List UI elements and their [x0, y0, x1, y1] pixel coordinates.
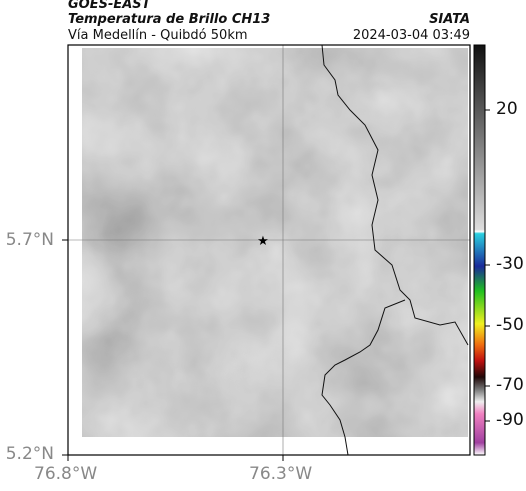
- title: Temperatura de Brillo CH13: [68, 12, 271, 27]
- coast-line: [321, 299, 406, 456]
- colorbar-label: -50: [496, 315, 524, 335]
- lon-label: 76.3°W: [249, 464, 313, 484]
- border-line: [321, 44, 469, 346]
- colorbar-label: 20: [496, 99, 518, 119]
- colorbar-label: -90: [496, 410, 524, 430]
- agency: SIATA: [429, 12, 470, 27]
- colorbar-label: -30: [496, 254, 524, 274]
- subtitle: Vía Medellín - Quibdó 50km: [68, 28, 248, 43]
- colorbar: [473, 44, 486, 456]
- timestamp: 2024-03-04 03:49: [352, 28, 470, 43]
- lon-label: 76.8°W: [34, 464, 98, 484]
- map-frame: [67, 44, 471, 456]
- lat-label: 5.7°N: [5, 230, 54, 250]
- lat-label: 5.2°N: [5, 444, 54, 464]
- colorbar-ticks: [485, 109, 490, 422]
- colorbar-label: -70: [496, 375, 524, 395]
- cloud-texture: [82, 48, 468, 437]
- source: GOES-EAST: [68, 0, 151, 12]
- location-star: ★: [257, 234, 269, 249]
